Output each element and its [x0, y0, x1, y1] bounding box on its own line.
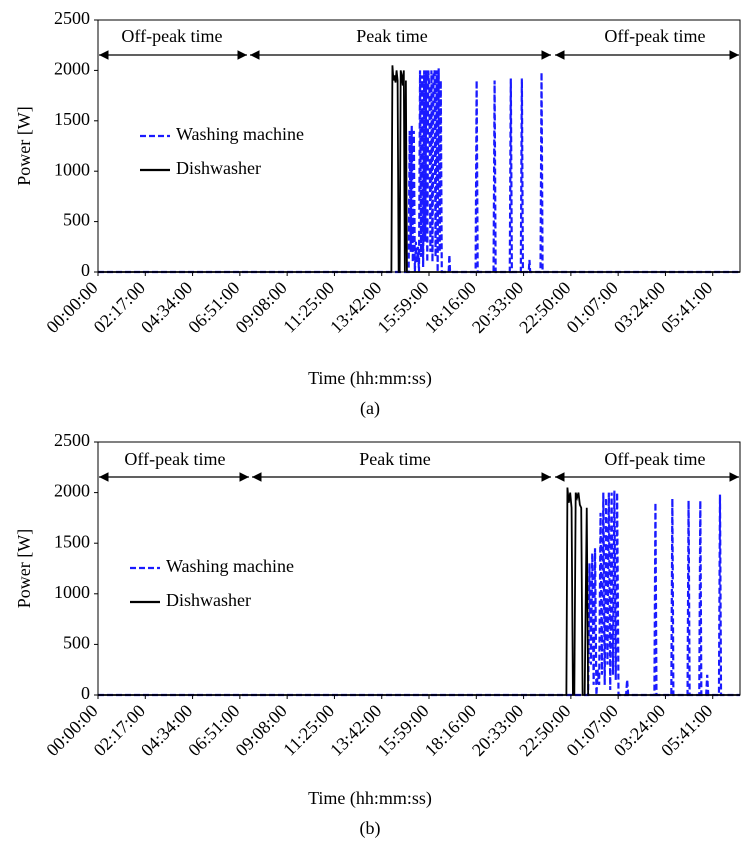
x-tick-label: 11:25:00 — [279, 278, 338, 337]
y-axis-title: Power [W] — [14, 106, 34, 185]
x-tick-label: 18:16:00 — [421, 278, 480, 337]
x-tick-label: 13:42:00 — [326, 701, 385, 760]
x-tick-label: 04:34:00 — [137, 701, 196, 760]
x-tick-label: 13:42:00 — [326, 278, 385, 337]
y-tick-label: 1500 — [54, 109, 90, 129]
annotation: Off-peak time — [604, 449, 705, 469]
annotation: Peak time — [356, 26, 427, 46]
x-axis-title: Time (hh:mm:ss) — [308, 788, 432, 809]
line-series — [98, 68, 740, 274]
y-tick-label: 0 — [81, 260, 90, 280]
x-tick-label: 01:07:00 — [562, 701, 621, 760]
x-tick-label: 00:00:00 — [42, 278, 101, 337]
x-tick-label: 15:59:00 — [373, 278, 432, 337]
x-tick-label: 05:41:00 — [657, 278, 716, 337]
line-series — [98, 487, 740, 696]
legend-label: Dishwasher — [176, 158, 261, 178]
y-tick-label: 1000 — [54, 582, 90, 602]
x-tick-label: 11:25:00 — [279, 701, 338, 760]
legend-label: Washing machine — [176, 124, 304, 144]
x-tick-label: 00:00:00 — [42, 701, 101, 760]
annotation: Off-peak time — [604, 26, 705, 46]
y-tick-label: 500 — [63, 633, 90, 653]
y-tick-label: 0 — [81, 683, 90, 703]
x-tick-label: 02:17:00 — [90, 701, 149, 760]
y-tick-label: 500 — [63, 210, 90, 230]
x-tick-label: 09:08:00 — [231, 278, 290, 337]
x-tick-label: 18:16:00 — [421, 701, 480, 760]
x-tick-label: 09:08:00 — [231, 701, 290, 760]
x-tick-label: 01:07:00 — [562, 278, 621, 337]
x-tick-label: 06:51:00 — [184, 701, 243, 760]
y-tick-label: 2000 — [54, 59, 90, 79]
annotation: Peak time — [359, 449, 430, 469]
y-tick-label: 2000 — [54, 481, 90, 501]
y-axis-title: Power [W] — [14, 529, 34, 608]
x-tick-label: 15:59:00 — [373, 701, 432, 760]
x-tick-label: 02:17:00 — [90, 278, 149, 337]
x-tick-label: 03:24:00 — [610, 278, 669, 337]
caption: (a) — [360, 398, 380, 419]
x-tick-label: 06:51:00 — [184, 278, 243, 337]
x-axis-title: Time (hh:mm:ss) — [308, 368, 432, 389]
x-tick-label: 04:34:00 — [137, 278, 196, 337]
x-tick-label: 22:50:00 — [515, 701, 574, 760]
annotation: Off-peak time — [121, 26, 222, 46]
caption: (b) — [360, 818, 381, 839]
y-tick-label: 1500 — [54, 531, 90, 551]
x-tick-label: 03:24:00 — [610, 701, 669, 760]
legend-label: Dishwasher — [166, 590, 251, 610]
x-tick-label: 20:33:00 — [468, 701, 527, 760]
y-tick-label: 2500 — [54, 8, 90, 28]
y-tick-label: 1000 — [54, 159, 90, 179]
plot-frame — [97, 441, 741, 696]
x-tick-label: 22:50:00 — [515, 278, 574, 337]
legend-label: Washing machine — [166, 556, 294, 576]
x-tick-label: 05:41:00 — [657, 701, 716, 760]
annotation: Off-peak time — [124, 449, 225, 469]
y-tick-label: 2500 — [54, 430, 90, 450]
x-tick-label: 20:33:00 — [468, 278, 527, 337]
plot-frame — [97, 19, 741, 273]
